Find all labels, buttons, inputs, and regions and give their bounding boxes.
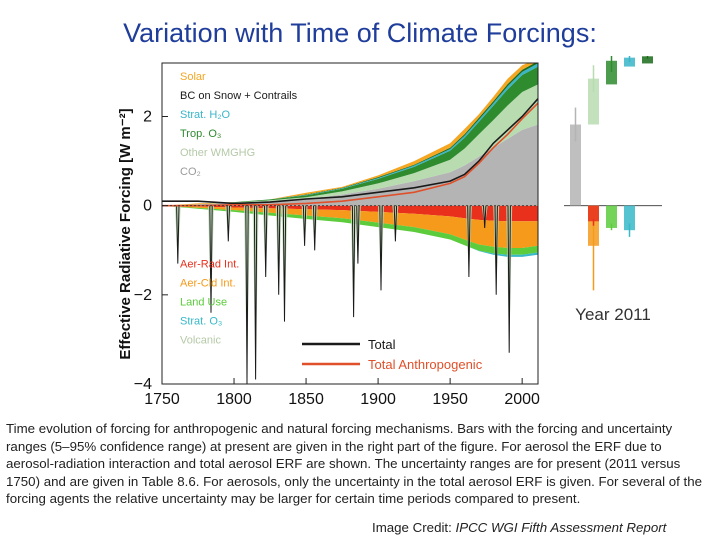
volcanic-spike-1815 — [252, 205, 259, 380]
total-spike-1761 — [176, 205, 180, 264]
volcanic-spike-1856 — [311, 205, 318, 251]
volcanic-spike-1831 — [275, 205, 282, 295]
total-spike-1835 — [282, 205, 287, 322]
area-aer-rad-int — [162, 205, 538, 222]
legend-other-wmghg: Other WMGHG — [180, 147, 255, 159]
bar-2011-aer-rad-int — [588, 205, 599, 222]
volcanic-spike-1835 — [281, 205, 288, 322]
volcanic-spike-1761 — [174, 205, 181, 264]
volcanic-spike-1974 — [481, 205, 488, 228]
y-tick-label-4: −4 — [134, 376, 152, 393]
x-tick-label-1850: 1850 — [288, 391, 324, 408]
legend-co2: CO₂ — [180, 166, 201, 178]
credit-source: IPCC WGI Fifth Assessment Report — [455, 520, 667, 535]
area-solar — [162, 63, 535, 206]
legend-total: Total — [368, 337, 396, 352]
legend-strat-o3: Strat. O₃ — [180, 316, 222, 328]
volcanic-spikes — [174, 205, 513, 384]
total-spike-1815 — [253, 205, 258, 380]
volcanic-spike-1991 — [506, 205, 513, 353]
total-spike-1982 — [494, 205, 498, 295]
total-spike-1974 — [483, 205, 487, 229]
bar-2011-strat-o3 — [624, 205, 635, 231]
volcanic-spike-1963 — [465, 205, 472, 277]
legend-strat-h2o: Strat. H₂O — [180, 109, 231, 121]
volcanic-spike-1809 — [244, 205, 250, 384]
total-spike-1963 — [467, 205, 471, 278]
legend-bc-on-snow-contrails: BC on Snow + Contrails — [180, 90, 298, 102]
bar-2011-bc-on-snow-contrails — [642, 56, 653, 64]
legend-volcanic: Volcanic — [180, 335, 221, 347]
x-tick-label-1750: 1750 — [144, 391, 180, 408]
volcanic-spike-1849 — [301, 205, 308, 246]
volcanic-spike-1883 — [350, 205, 357, 318]
volcanic-spike-1886 — [354, 205, 361, 264]
line-total — [162, 98, 538, 205]
total-spike-1784 — [209, 205, 213, 313]
bar-2011-other-wmghg — [588, 78, 599, 125]
total-spike-1822 — [264, 205, 268, 278]
legend-trop-o3: Trop. O₃ — [180, 128, 221, 140]
total-spike-1902 — [379, 205, 383, 291]
image-credit: Image Credit: IPCC WGI Fifth Assessment … — [372, 520, 666, 535]
volcanic-spike-1784 — [208, 205, 214, 313]
volcanic-spike-1982 — [493, 205, 500, 295]
total-spike-1831 — [277, 205, 281, 295]
legend-land-use: Land Use — [180, 297, 227, 309]
x-tick-label-2000: 2000 — [504, 391, 540, 408]
legend: Solar BC on Snow + Contrails Strat. H₂O Tro… — [180, 71, 483, 372]
forcing-chart: 1750 1800 1850 1900 1950 2000 −4 −2 0 2 Solar BC o… — [117, 56, 662, 408]
legend-total-anthropogenic: Total Anthropogenic — [368, 357, 483, 372]
figure-caption: Time evolution of forcing for anthropoge… — [6, 421, 703, 507]
plot-frame — [161, 62, 539, 385]
total-spike-1912 — [393, 205, 398, 242]
legend-aer-cld-int: Aer-Cld Int. — [180, 278, 236, 290]
axes: 1750 1800 1850 1900 1950 2000 −4 −2 0 2 — [134, 62, 540, 408]
line-total-anthropogenic — [162, 102, 538, 207]
legend-solar: Solar — [180, 71, 206, 83]
y-tick-label-2: −2 — [134, 287, 152, 304]
x-tick-label-1800: 1800 — [216, 391, 252, 408]
bars-2011: Year 2011 — [564, 56, 662, 324]
bar-2011-strat-h2o — [624, 57, 635, 67]
total-spike-1883 — [351, 205, 356, 318]
bar-2011-trop-o3 — [606, 60, 617, 85]
total-spike-1809 — [245, 205, 249, 384]
total-lines — [162, 98, 538, 207]
total-spike-1849 — [302, 205, 307, 246]
bars-year-label: Year 2011 — [575, 305, 651, 324]
y-tick-label-0: 0 — [143, 198, 152, 215]
area-aer-cld-int — [162, 205, 538, 248]
slide-title: Variation with Time of Climate Forcings: — [123, 18, 597, 48]
legend-aer-rad-int: Aer-Rad Int. — [180, 259, 239, 271]
volcanic-spike-1822 — [262, 205, 269, 277]
x-tick-label-1900: 1900 — [360, 391, 396, 408]
credit-prefix: Image Credit: — [372, 520, 456, 535]
area-land-use — [162, 205, 538, 255]
bar-2011-land-use — [606, 205, 617, 228]
total-spike-1886 — [356, 205, 360, 264]
y-axis-label: Effective Radiative Forcing [W m⁻²] — [117, 108, 134, 359]
y-tick-label-2: 2 — [143, 109, 152, 126]
total-spike-1796 — [226, 205, 230, 242]
total-spike-1856 — [313, 205, 317, 251]
bar-2011-co2 — [570, 124, 581, 206]
total-spike-1991 — [507, 205, 511, 353]
volcanic-spike-1796 — [225, 205, 232, 242]
volcanic-spike-1902 — [378, 205, 384, 291]
x-tick-label-1950: 1950 — [432, 391, 468, 408]
volcanic-spike-1912 — [392, 205, 399, 242]
